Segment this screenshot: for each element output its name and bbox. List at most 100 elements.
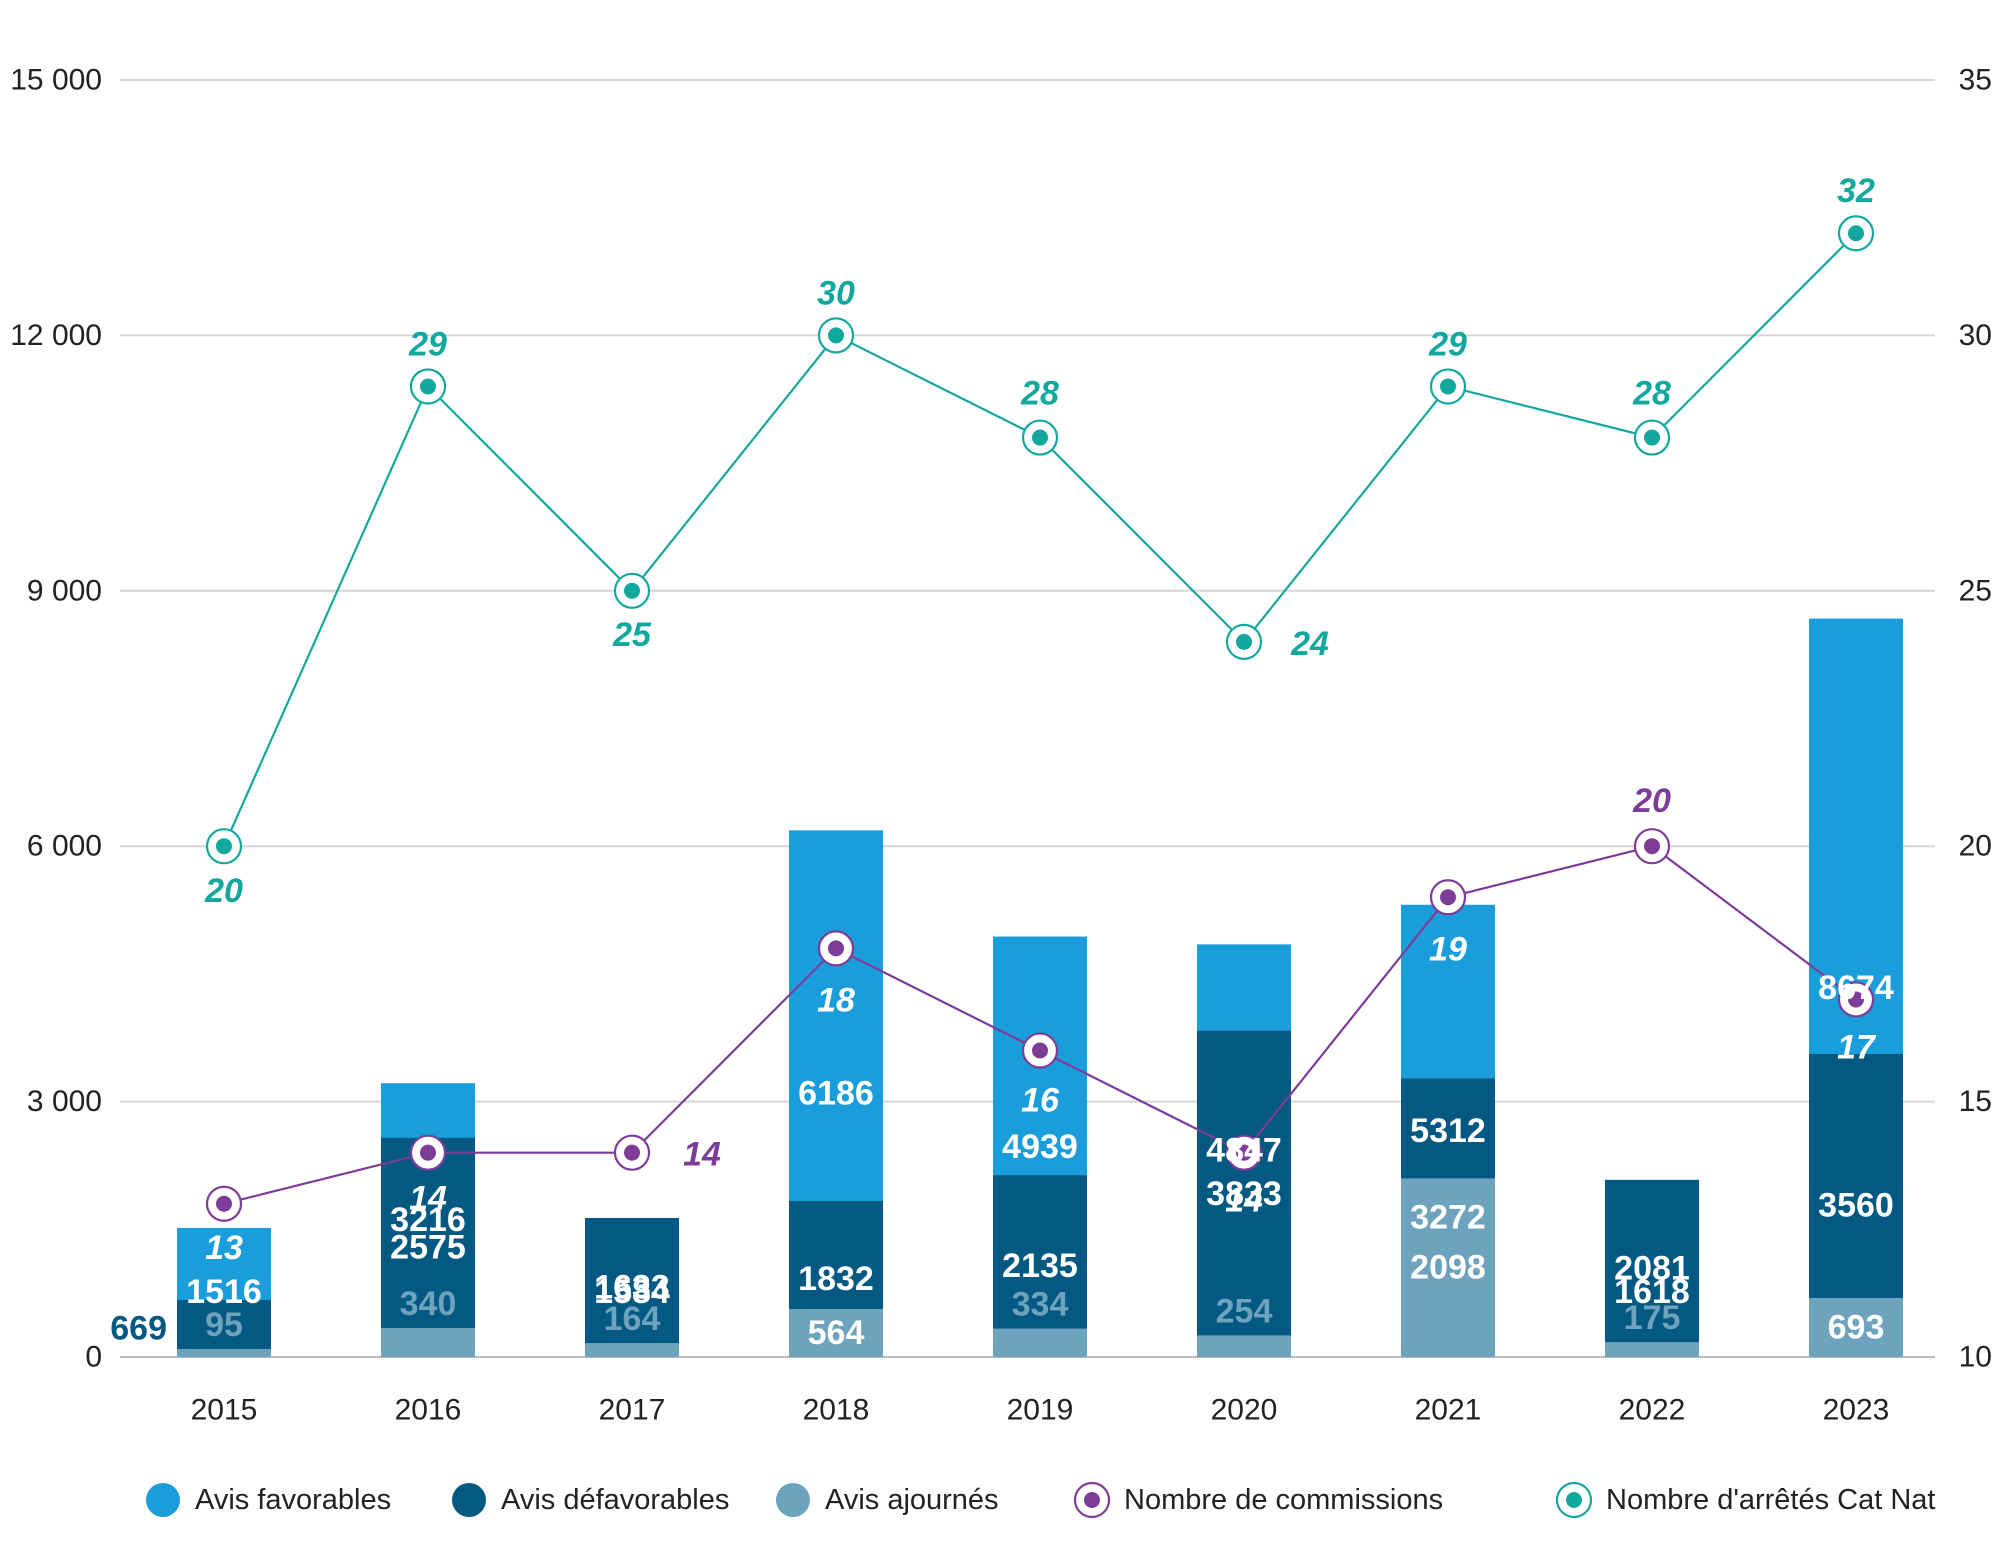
bar-value-label: 4847 xyxy=(1206,1132,1282,1170)
right-tick-label: 15 xyxy=(1959,1085,1992,1118)
bar-value-label: 254 xyxy=(1216,1292,1273,1330)
x-tick-label: 2020 xyxy=(1211,1394,1278,1427)
legend-swatch xyxy=(452,1483,486,1517)
bar-value-label: 564 xyxy=(808,1314,865,1352)
line-value-label: 14 xyxy=(409,1180,447,1218)
line-value-label: 30 xyxy=(817,274,855,312)
right-tick-label: 35 xyxy=(1959,64,1992,97)
axes: 0 3 000 6 000 9 000 12 000 15 000 10 15 20 25 30 35… xyxy=(10,64,1992,1427)
bar-value-label: 3272 xyxy=(1410,1199,1486,1237)
x-tick-label: 2016 xyxy=(395,1394,462,1427)
left-tick-label: 15 000 xyxy=(10,64,102,97)
x-tick-label: 2018 xyxy=(803,1394,870,1427)
series-line xyxy=(222,232,1857,847)
right-tick-label: 20 xyxy=(1959,830,1992,863)
legend-swatch xyxy=(776,1483,810,1517)
bar-value-label: 8674 xyxy=(1818,969,1894,1007)
line-value-label: 20 xyxy=(204,872,243,910)
bar-value-label: 175 xyxy=(1624,1299,1681,1337)
bar-segment xyxy=(789,1308,883,1357)
legend-swatch xyxy=(146,1483,180,1517)
x-tick-label: 2019 xyxy=(1007,1394,1074,1427)
bars xyxy=(177,618,1903,1357)
line-marker xyxy=(1837,215,1875,252)
bar-value-label: 693 xyxy=(1828,1309,1885,1347)
line-marker xyxy=(1429,879,1467,916)
bar-value-label: 95 xyxy=(205,1306,243,1344)
right-tick-label: 10 xyxy=(1959,1341,1992,1374)
bar-value-label: 669 xyxy=(110,1310,167,1348)
line-marker xyxy=(1837,981,1875,1018)
line-value-label: 14 xyxy=(683,1136,721,1174)
bar-segment xyxy=(585,1343,679,1357)
left-tick-label: 6 000 xyxy=(27,830,102,863)
line-marker xyxy=(1429,368,1467,405)
legend-item: Avis favorables xyxy=(146,1483,391,1517)
bar-segment xyxy=(993,1175,1087,1357)
legend-item: Nombre d'arrêtés Cat Nat xyxy=(1555,1481,1936,1519)
line-marker xyxy=(817,930,855,967)
bar-value-label: 2135 xyxy=(1002,1247,1078,1285)
left-tick-label: 0 xyxy=(85,1341,102,1374)
line-marker xyxy=(1021,1032,1059,1069)
legend-label: Avis défavorables xyxy=(501,1484,729,1516)
line-value-label: 28 xyxy=(1632,375,1671,413)
line-value-label: 14 xyxy=(1225,1182,1263,1220)
bar-segment xyxy=(1401,1178,1495,1357)
line-value-label: 20 xyxy=(1632,782,1671,820)
bar-segment xyxy=(1809,1298,1903,1357)
x-tick-label: 2022 xyxy=(1619,1394,1686,1427)
bar-segment xyxy=(585,1217,679,1357)
line-value-label: 24 xyxy=(1290,625,1329,663)
bar-segment xyxy=(1197,1030,1291,1357)
line-marker xyxy=(1021,419,1059,456)
bar-value-label: 6186 xyxy=(798,1075,874,1113)
bar-value-label: 164 xyxy=(604,1300,661,1338)
left-tick-label: 9 000 xyxy=(27,574,102,607)
legend-label: Nombre d'arrêtés Cat Nat xyxy=(1606,1484,1936,1516)
bar-value-label: 1618 xyxy=(1614,1273,1690,1311)
bar-value-label: 1832 xyxy=(798,1260,874,1298)
bar-segment xyxy=(381,1137,475,1357)
line-marker xyxy=(1633,419,1671,456)
bar-segment xyxy=(381,1328,475,1357)
bar-value-label: 1584 xyxy=(594,1273,670,1311)
bar-value-label: 1633 xyxy=(594,1268,670,1306)
line-marker xyxy=(817,317,855,354)
bar-value-label: 1516 xyxy=(186,1273,262,1311)
legend-label: Avis favorables xyxy=(195,1484,391,1516)
line-value-label: 29 xyxy=(408,325,447,363)
line-marker xyxy=(613,1134,651,1171)
line-value-label: 17 xyxy=(1837,1028,1877,1066)
line-value-label: 19 xyxy=(1429,930,1467,968)
left-tick-label: 3 000 xyxy=(27,1085,102,1118)
x-tick-label: 2017 xyxy=(599,1394,666,1427)
x-tick-label: 2015 xyxy=(191,1394,258,1427)
bar-value-label: 340 xyxy=(400,1285,457,1323)
right-tick-label: 25 xyxy=(1959,574,1992,607)
x-tick-label: 2021 xyxy=(1415,1394,1482,1427)
x-tick-label: 2023 xyxy=(1823,1394,1890,1427)
legend-item: Avis défavorables xyxy=(452,1483,729,1517)
bar-value-label: 2098 xyxy=(1410,1249,1486,1287)
line-marker xyxy=(205,1185,243,1222)
bar-segment xyxy=(1605,1342,1699,1357)
bar-segment xyxy=(1197,1335,1291,1357)
bar-segment xyxy=(177,1348,271,1357)
line-marker xyxy=(409,1134,447,1171)
line-marker xyxy=(1633,828,1671,865)
line-marker xyxy=(1225,1134,1263,1171)
bar-value-label: 2081 xyxy=(1614,1249,1690,1287)
line-marker xyxy=(1225,623,1263,660)
line-value-label: 16 xyxy=(1021,1082,1060,1120)
line-value-label: 25 xyxy=(612,616,652,654)
legend: Avis favorables Avis défavorables Avis ajo… xyxy=(146,1481,1936,1519)
bar-value-label: 2575 xyxy=(390,1228,466,1266)
legend-label: Avis ajournés xyxy=(825,1484,999,1516)
bar-value-label: 4939 xyxy=(1002,1128,1078,1166)
bar-value-label: 5312 xyxy=(1410,1112,1486,1150)
line-value-label: 29 xyxy=(1428,325,1467,363)
line-value-label: 32 xyxy=(1837,172,1875,210)
